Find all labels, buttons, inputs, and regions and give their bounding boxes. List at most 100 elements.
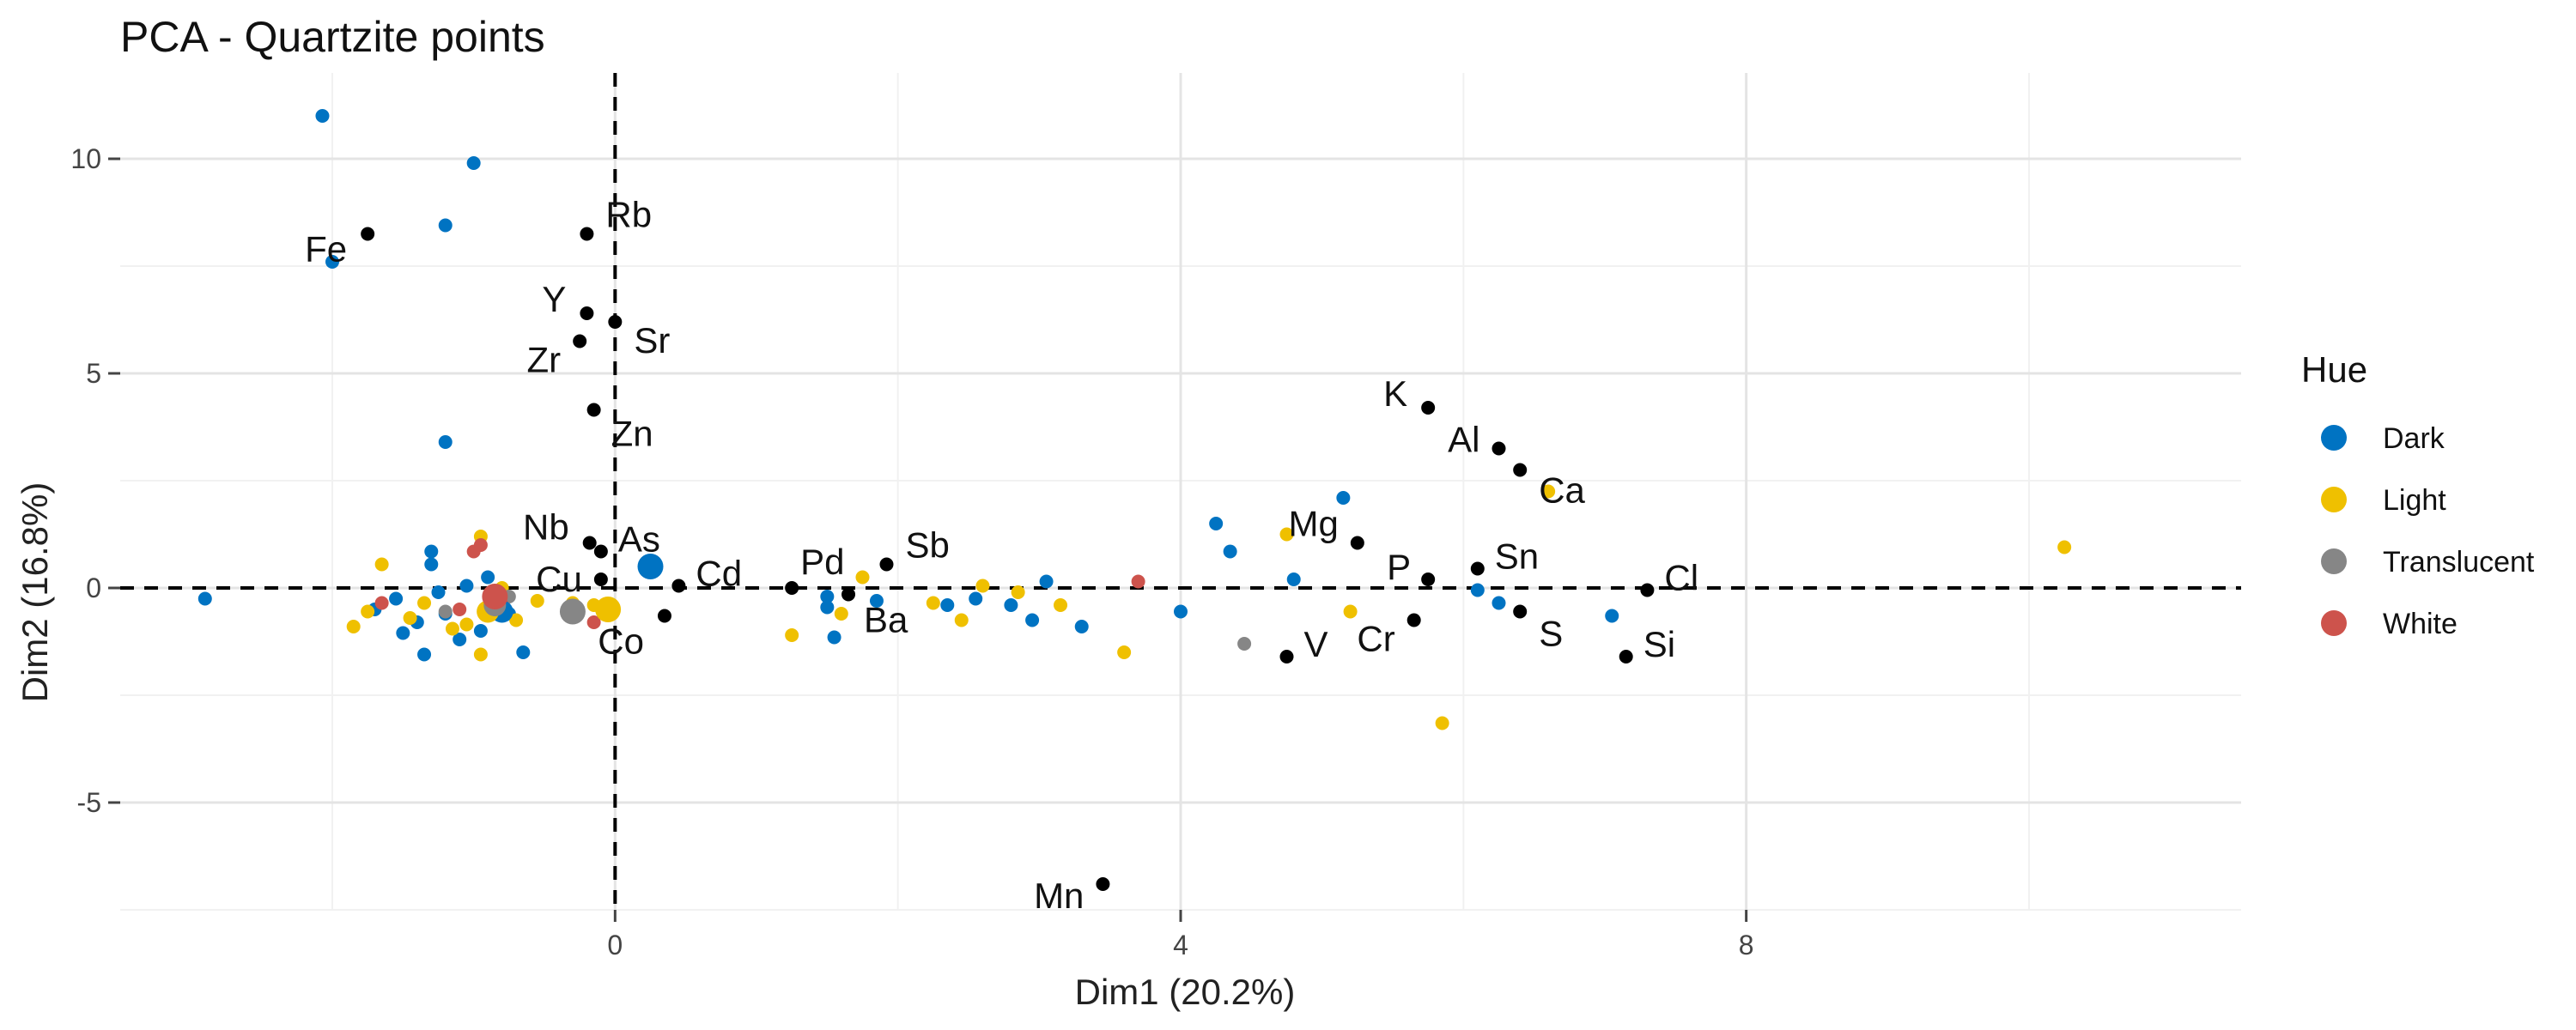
x-axis-title: Dim1 (20.2%) bbox=[1075, 972, 1296, 1012]
variable-label-p: P bbox=[1387, 547, 1411, 587]
x-tick-label: 8 bbox=[1739, 930, 1754, 960]
data-point-white bbox=[473, 538, 488, 552]
variable-point-v bbox=[1279, 650, 1294, 663]
x-tick-label: 4 bbox=[1173, 930, 1188, 960]
data-point-white bbox=[1131, 574, 1145, 589]
data-point-light bbox=[855, 570, 870, 585]
legend-label-light: Light bbox=[2383, 484, 2446, 517]
variable-label-nb: Nb bbox=[523, 507, 569, 548]
data-point-dark bbox=[820, 600, 835, 615]
data-point-light bbox=[834, 607, 848, 621]
data-point-dark bbox=[1209, 517, 1224, 530]
variable-label-as: As bbox=[618, 519, 660, 560]
variable-point-nb bbox=[582, 536, 597, 550]
y-tick-label: 10 bbox=[70, 143, 101, 174]
variable-label-sb: Sb bbox=[905, 525, 949, 566]
data-point-dark bbox=[417, 647, 432, 662]
variable-label-al: Al bbox=[1448, 420, 1479, 460]
data-point-dark bbox=[1039, 574, 1054, 589]
data-point-light bbox=[417, 596, 432, 610]
data-point-dark bbox=[424, 557, 439, 572]
data-point-white bbox=[586, 615, 601, 629]
variable-point-ba bbox=[841, 587, 856, 602]
variable-label-fe: Fe bbox=[305, 229, 347, 270]
data-point-dark bbox=[1223, 544, 1237, 559]
data-point-light bbox=[954, 613, 969, 627]
legend-key-light bbox=[2321, 487, 2347, 512]
group-center-dark bbox=[637, 554, 664, 579]
group-centers bbox=[477, 554, 664, 625]
data-point-dark bbox=[1174, 604, 1188, 619]
variable-point-cu bbox=[593, 573, 608, 586]
variable-label-v: V bbox=[1304, 624, 1328, 664]
variable-label-ca: Ca bbox=[1539, 470, 1585, 511]
variable-label-rb: Rb bbox=[605, 195, 652, 235]
variable-label-mg: Mg bbox=[1288, 504, 1338, 544]
data-point-dark bbox=[453, 633, 467, 646]
group-center-white bbox=[482, 584, 508, 609]
x-tick-label: 0 bbox=[607, 930, 623, 960]
data-point-dark bbox=[431, 585, 446, 599]
variable-label-zn: Zn bbox=[611, 414, 653, 454]
variable-point-co bbox=[657, 609, 671, 623]
variable-point-sn bbox=[1470, 561, 1485, 576]
data-point-light bbox=[346, 620, 361, 633]
data-point-light bbox=[459, 617, 474, 632]
variable-point-zn bbox=[586, 403, 601, 417]
variable-point-sb bbox=[879, 557, 894, 572]
data-point-light bbox=[473, 647, 488, 662]
variable-point-p bbox=[1421, 573, 1436, 586]
variable-point-ca bbox=[1513, 463, 1528, 477]
data-point-dark bbox=[969, 591, 983, 606]
data-point-dark bbox=[869, 594, 884, 608]
variable-point-mg bbox=[1350, 536, 1364, 550]
variable-point-k bbox=[1421, 401, 1436, 415]
data-point-dark bbox=[1492, 596, 1506, 610]
data-point-light bbox=[1435, 716, 1449, 730]
data-point-light bbox=[1117, 645, 1132, 659]
data-point-light bbox=[1054, 598, 1068, 612]
data-point-dark bbox=[481, 570, 495, 585]
variable-point-as bbox=[593, 544, 608, 559]
data-point-dark bbox=[325, 255, 339, 269]
data-point-light bbox=[785, 628, 799, 642]
variable-point-pd bbox=[785, 581, 799, 595]
data-points bbox=[197, 109, 2072, 730]
variable-label-k: K bbox=[1383, 373, 1407, 414]
data-point-dark bbox=[197, 591, 212, 606]
variable-point-zr bbox=[573, 334, 587, 348]
data-point-dark bbox=[424, 544, 439, 559]
y-tick-label: 5 bbox=[86, 358, 101, 389]
data-point-light bbox=[1279, 527, 1294, 542]
data-point-translucent bbox=[438, 604, 453, 619]
variable-label-zr: Zr bbox=[527, 340, 562, 380]
variable-label-sn: Sn bbox=[1495, 536, 1539, 577]
data-point-dark bbox=[827, 630, 841, 645]
data-point-dark bbox=[1286, 573, 1301, 586]
axis-ticks: 0 4 8 -5 0 5 10 bbox=[70, 143, 1753, 960]
data-point-dark bbox=[1004, 598, 1018, 612]
chart-title: PCA - Quartzite points bbox=[120, 13, 545, 61]
legend-title: Hue bbox=[2301, 349, 2367, 390]
variable-point-fe bbox=[361, 227, 375, 241]
data-point-translucent bbox=[1237, 637, 1252, 651]
variable-label-sr: Sr bbox=[634, 320, 670, 360]
variable-label-ba: Ba bbox=[864, 600, 908, 640]
data-point-light bbox=[1011, 585, 1025, 599]
data-point-light bbox=[975, 579, 990, 593]
data-point-dark bbox=[516, 645, 531, 659]
variable-point-sr bbox=[608, 315, 623, 329]
legend-key-white bbox=[2321, 610, 2347, 636]
data-point-dark bbox=[1470, 583, 1485, 597]
data-point-dark bbox=[1074, 620, 1089, 633]
variable-label-y: Y bbox=[542, 279, 566, 319]
data-point-dark bbox=[1025, 613, 1040, 627]
variable-points: Fe Rb Y Sr Zr Zn Nb As Cu Cd Co Pd Sb Ba K Al Ca Mg P Sn Cl S… bbox=[305, 195, 1698, 917]
data-point-dark bbox=[438, 435, 453, 449]
data-point-light bbox=[361, 604, 375, 619]
legend-key-translucent bbox=[2321, 548, 2347, 574]
variable-point-cr bbox=[1406, 613, 1421, 627]
variable-point-cd bbox=[671, 579, 686, 593]
reference-lines bbox=[120, 73, 2241, 910]
